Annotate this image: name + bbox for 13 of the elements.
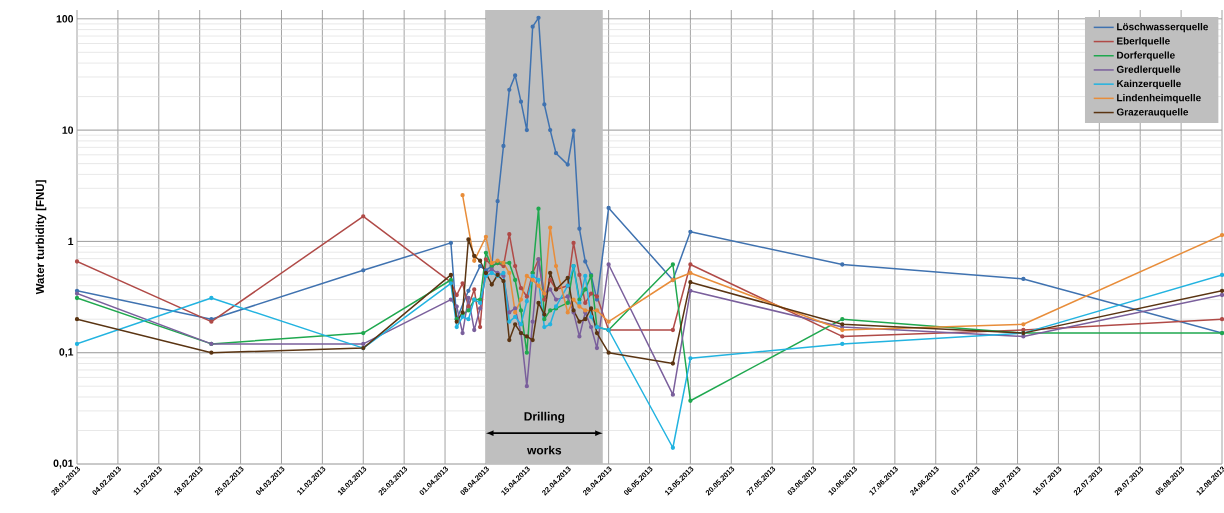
legend-label: Grazerauquelle: [1116, 108, 1189, 118]
text: Drilling works: [524, 411, 565, 455]
legend-label: Gredlerquelle: [1116, 65, 1181, 75]
legend-label: Löschwasserquelle: [1117, 23, 1209, 33]
y-axis-title: Water turbidity [FNU]: [35, 180, 47, 295]
legend-label: Kainzerquelle: [1117, 79, 1181, 90]
legend-label: Dorferquelle: [1117, 51, 1175, 61]
y-tick-label: 100: [56, 15, 74, 23]
y-tick-label: 1: [68, 237, 74, 246]
legend-label: Eberlquelle: [1117, 37, 1170, 47]
y-tick-label: 10: [62, 126, 74, 134]
y-tick-label: 0,1: [59, 348, 74, 358]
legend-label: Lindenheimquelle: [1117, 93, 1201, 104]
